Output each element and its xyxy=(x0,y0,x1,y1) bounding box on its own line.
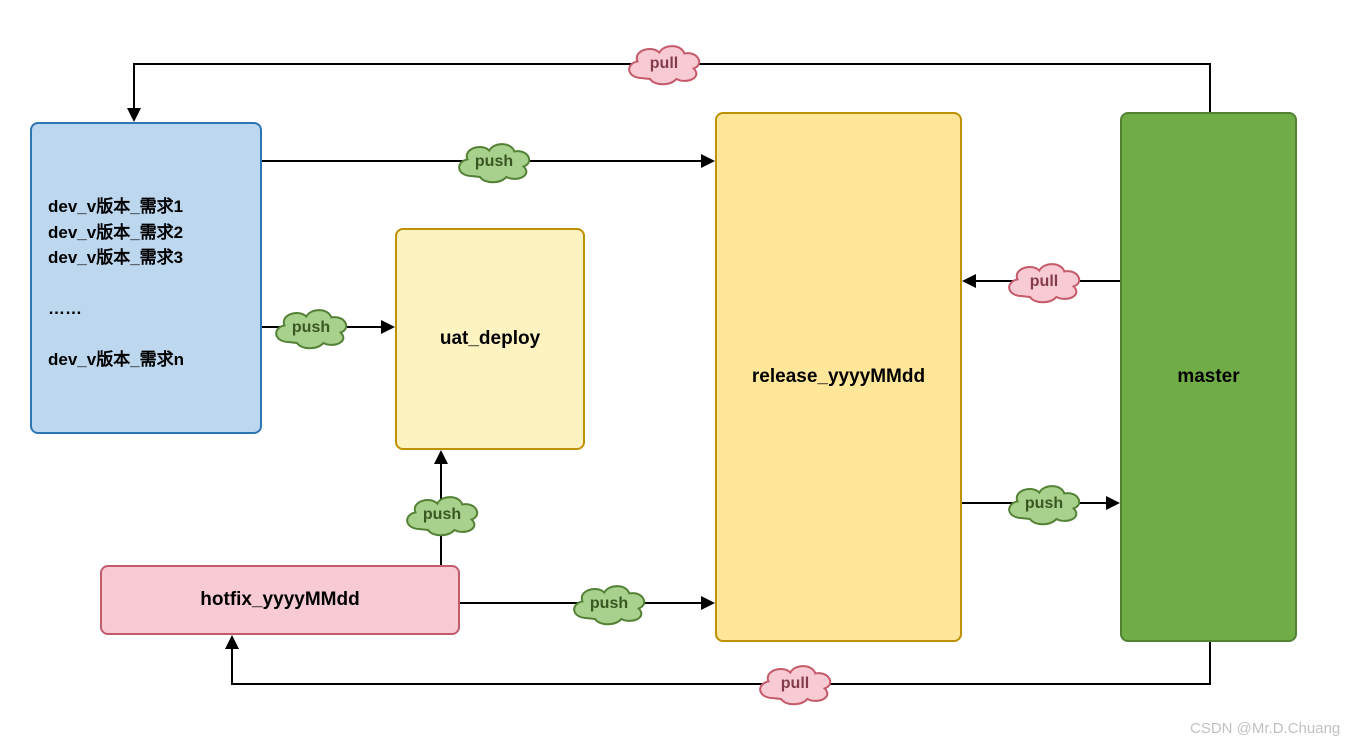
cloud-push_rm: push xyxy=(1005,482,1083,526)
watermark-text: CSDN @Mr.D.Chuang xyxy=(1190,720,1340,737)
node-uat: uat_deploy xyxy=(395,228,585,450)
cloud-pull_bot: pull xyxy=(756,662,834,706)
edge-push-rm-arrow xyxy=(1106,496,1120,510)
edge-push-hot-u-arrow xyxy=(434,450,448,464)
edge-pull-top-arrow xyxy=(127,108,141,122)
cloud-push_hot_u-label: push xyxy=(423,506,461,524)
cloud-push_hot_u: push xyxy=(403,493,481,537)
edge-pull-bot-seg3 xyxy=(231,647,233,685)
node-release: release_yyyyMMdd xyxy=(715,112,962,642)
edge-push-hot-r-arrow xyxy=(701,596,715,610)
cloud-push_mid: push xyxy=(272,306,350,350)
node-hotfix: hotfix_yyyyMMdd xyxy=(100,565,460,635)
cloud-pull_bot-label: pull xyxy=(781,675,809,693)
node-hotfix-label: hotfix_yyyyMMdd xyxy=(200,589,359,611)
cloud-push_top-label: push xyxy=(475,153,513,171)
node-release-label: release_yyyyMMdd xyxy=(752,366,925,388)
watermark: CSDN @Mr.D.Chuang xyxy=(1190,720,1340,737)
edge-pull-top-seg1 xyxy=(1209,63,1211,112)
cloud-pull_rm-label: pull xyxy=(1030,273,1058,291)
cloud-push_mid-label: push xyxy=(292,319,330,337)
node-master-label: master xyxy=(1177,366,1239,388)
edge-pull-bot-seg2 xyxy=(231,683,1211,685)
cloud-pull_rm: pull xyxy=(1005,260,1083,304)
cloud-push_hot_r: push xyxy=(570,582,648,626)
edge-pull-rm-arrow xyxy=(962,274,976,288)
cloud-pull_top: pull xyxy=(625,42,703,86)
edge-pull-bot-seg1 xyxy=(1209,642,1211,685)
cloud-push_top: push xyxy=(455,140,533,184)
edge-pull-top-seg3 xyxy=(133,63,135,110)
node-dev: dev_v版本_需求1dev_v版本_需求2dev_v版本_需求3 …… dev… xyxy=(30,122,262,434)
cloud-pull_top-label: pull xyxy=(650,55,678,73)
node-dev-content: dev_v版本_需求1dev_v版本_需求2dev_v版本_需求3 …… dev… xyxy=(48,194,184,373)
cloud-push_rm-label: push xyxy=(1025,495,1063,513)
edge-push-mid-arrow xyxy=(381,320,395,334)
node-master: master xyxy=(1120,112,1297,642)
cloud-push_hot_r-label: push xyxy=(590,595,628,613)
node-uat-label: uat_deploy xyxy=(440,328,540,350)
edge-push-top-arrow xyxy=(701,154,715,168)
edge-pull-bot-arrow xyxy=(225,635,239,649)
